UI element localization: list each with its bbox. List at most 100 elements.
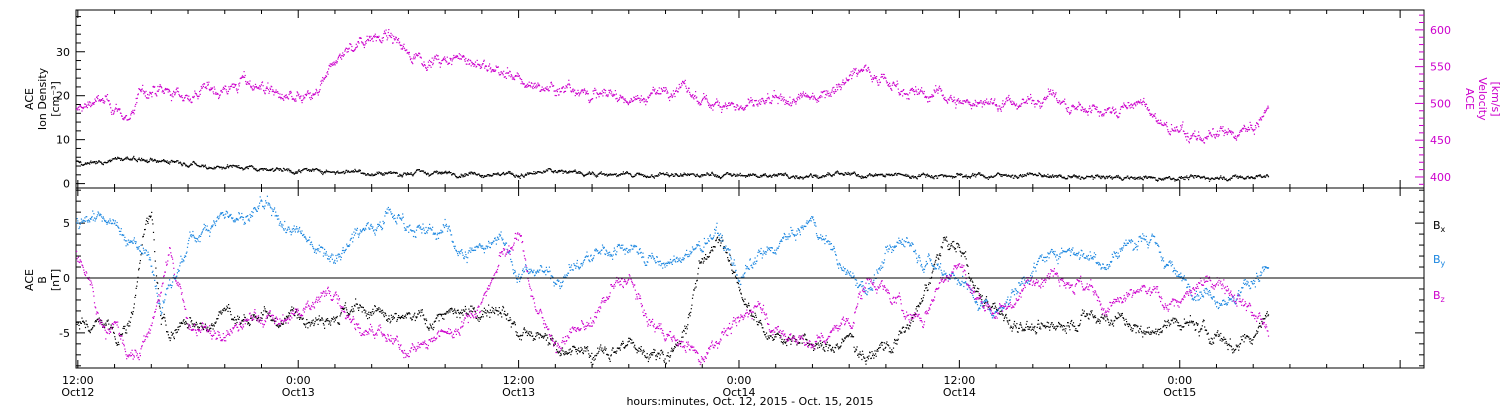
- velocity-point: [1072, 104, 1074, 106]
- density-point: [1237, 177, 1239, 179]
- density-point: [768, 175, 770, 177]
- velocity-point: [1044, 96, 1046, 98]
- velocity-point: [883, 73, 885, 76]
- velocity-point: [484, 65, 486, 67]
- velocity-point: [92, 102, 94, 104]
- velocity-point: [254, 86, 256, 88]
- density-point: [866, 175, 868, 177]
- density-point: [116, 158, 118, 160]
- density-point: [817, 175, 819, 177]
- bx-point: [277, 325, 279, 327]
- velocity-point: [783, 96, 785, 98]
- velocity-point: [903, 89, 905, 91]
- velocity-point: [629, 101, 632, 103]
- density-point: [993, 176, 995, 178]
- velocity-point: [749, 100, 751, 102]
- velocity-point: [376, 36, 378, 38]
- velocity-point: [1202, 140, 1204, 142]
- bx-point: [295, 311, 297, 313]
- velocity-point: [369, 40, 371, 42]
- bx-point: [222, 309, 224, 311]
- density-point: [662, 172, 664, 174]
- velocity-point: [905, 93, 907, 95]
- density-point: [92, 161, 94, 163]
- density-point: [845, 172, 847, 174]
- velocity-point: [1107, 108, 1109, 110]
- density-point: [734, 174, 736, 176]
- density-point: [638, 172, 641, 174]
- velocity-point: [720, 106, 722, 108]
- velocity-point: [354, 49, 356, 51]
- velocity-point: [708, 103, 710, 105]
- velocity-point: [495, 69, 497, 71]
- density-point: [1149, 176, 1151, 178]
- density-point: [132, 157, 134, 159]
- velocity-point: [233, 83, 235, 85]
- velocity-point: [580, 92, 582, 94]
- density-point: [876, 174, 878, 176]
- density-point: [274, 169, 276, 171]
- velocity-point: [455, 55, 457, 57]
- velocity-point: [1182, 121, 1184, 123]
- density-point: [816, 177, 818, 179]
- velocity-point: [724, 102, 726, 104]
- velocity-point: [666, 90, 668, 92]
- density-point: [1254, 177, 1256, 179]
- velocity-point: [771, 100, 773, 102]
- bx-point: [430, 326, 432, 328]
- velocity-point: [409, 59, 412, 61]
- velocity-point: [80, 105, 82, 108]
- density-point: [811, 175, 813, 177]
- velocity-point: [1164, 123, 1167, 125]
- velocity-point: [1119, 112, 1121, 115]
- density-point: [535, 171, 537, 173]
- velocity-point: [936, 88, 938, 90]
- velocity-point: [930, 96, 932, 98]
- bx-point: [138, 267, 140, 270]
- velocity-point: [878, 79, 880, 81]
- density-point: [1260, 175, 1262, 177]
- velocity-point: [210, 87, 212, 89]
- velocity-point: [1141, 104, 1143, 106]
- velocity-point: [896, 84, 898, 86]
- density-point: [851, 173, 853, 175]
- velocity-point: [156, 95, 158, 97]
- density-point: [746, 175, 748, 177]
- density-point: [309, 170, 311, 172]
- density-point: [687, 173, 689, 175]
- velocity-point: [1142, 100, 1144, 102]
- density-point: [665, 173, 667, 176]
- density-point: [1069, 176, 1072, 178]
- velocity-point: [143, 91, 145, 93]
- bx-point: [182, 322, 184, 324]
- density-point: [1047, 176, 1050, 178]
- velocity-point: [392, 42, 394, 44]
- density-point: [1042, 176, 1044, 178]
- density-point: [444, 172, 446, 174]
- density-point: [582, 173, 584, 176]
- velocity-point: [295, 100, 297, 102]
- velocity-point: [917, 93, 919, 95]
- bx-point: [123, 327, 125, 330]
- density-point: [1257, 175, 1259, 177]
- velocity-point: [305, 94, 307, 97]
- density-point: [544, 171, 546, 173]
- velocity-point: [1137, 101, 1139, 103]
- density-point: [681, 175, 683, 177]
- density-point: [1264, 176, 1267, 178]
- velocity-point: [80, 106, 83, 109]
- velocity-point: [296, 91, 298, 93]
- velocity-point: [643, 97, 645, 100]
- bx-point: [352, 308, 354, 310]
- bx-point: [113, 331, 115, 333]
- velocity-point: [1143, 97, 1145, 100]
- density-point: [729, 174, 731, 176]
- density-point: [371, 173, 373, 175]
- velocity-point: [77, 109, 79, 111]
- density-point: [1225, 178, 1227, 180]
- velocity-point: [1070, 110, 1072, 112]
- velocity-point: [598, 96, 600, 98]
- velocity-point: [227, 93, 229, 95]
- velocity-point: [458, 53, 460, 55]
- density-point: [651, 174, 653, 176]
